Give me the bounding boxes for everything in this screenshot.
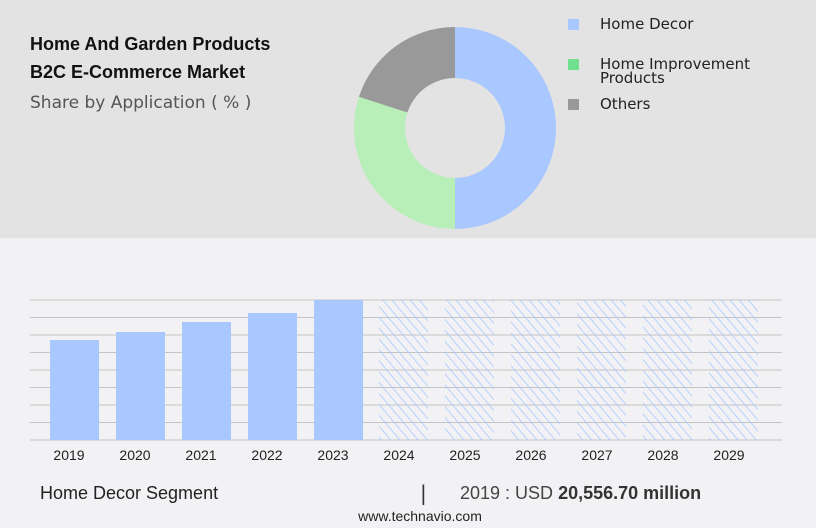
x-tick-label: 2029 <box>713 447 744 463</box>
legend-swatch <box>568 19 579 30</box>
title-line-1: Home And Garden Products <box>30 34 271 54</box>
bar-2023 <box>314 300 363 440</box>
bar-forecast-2025 <box>445 300 494 440</box>
footer-separator: | <box>420 481 427 505</box>
x-tick-label: 2026 <box>515 447 546 463</box>
bar-2022 <box>248 312 297 440</box>
donut-slice-home-decor <box>455 27 556 229</box>
donut-slice-others <box>358 27 455 113</box>
bar-forecast-2028 <box>643 300 692 440</box>
segment-value: 2019 : USD 20,556.70 million <box>460 483 701 504</box>
bar-forecast-2026 <box>511 300 560 440</box>
subtitle: Share by Application ( % ) <box>30 93 252 113</box>
legend-swatch <box>568 99 579 110</box>
x-tick-label: 2020 <box>119 447 150 463</box>
legend-swatch <box>568 59 579 70</box>
bar-2019 <box>50 340 99 440</box>
legend-label: Others <box>600 95 651 113</box>
source-url[interactable]: www.technavio.com <box>358 508 482 524</box>
bar-forecast-2027 <box>577 300 626 440</box>
bar-2021 <box>182 321 231 440</box>
x-tick-label: 2022 <box>251 447 282 463</box>
x-tick-label: 2028 <box>647 447 678 463</box>
x-tick-label: 2019 <box>53 447 84 463</box>
bar-2020 <box>116 332 165 440</box>
donut-slice-home-improvement-products <box>353 96 455 230</box>
x-tick-label: 2021 <box>185 447 216 463</box>
bar-forecast-2024 <box>379 300 428 440</box>
x-tick-label: 2024 <box>383 447 414 463</box>
value-prefix: 2019 : USD <box>460 483 554 503</box>
bar-chart: 2019 2020 2021 2022 2023 2024 2025 2026 2027 2028… <box>30 299 782 463</box>
value-amount: 20,556.70 million <box>558 483 702 503</box>
donut-chart <box>353 27 556 230</box>
x-tick-label: 2023 <box>317 447 348 463</box>
bar-forecast-2029 <box>709 300 758 440</box>
x-tick-label: 2025 <box>449 447 480 463</box>
legend-label: Home Improvement Products <box>600 55 750 87</box>
title-line-2: B2C E-Commerce Market <box>30 62 246 82</box>
segment-label: Home Decor Segment <box>40 483 219 503</box>
legend-label: Home Decor <box>600 15 694 33</box>
x-tick-label: 2027 <box>581 447 612 463</box>
